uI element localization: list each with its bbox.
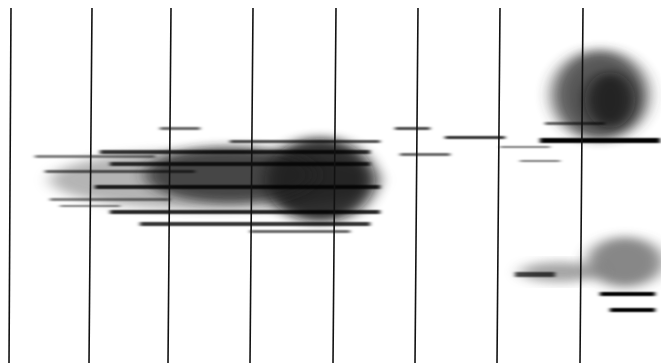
vertical-lines — [8, 7, 584, 363]
middle-streaks — [395, 127, 560, 162]
lower-right-blob — [515, 237, 661, 312]
upper-right-blob — [540, 50, 660, 143]
